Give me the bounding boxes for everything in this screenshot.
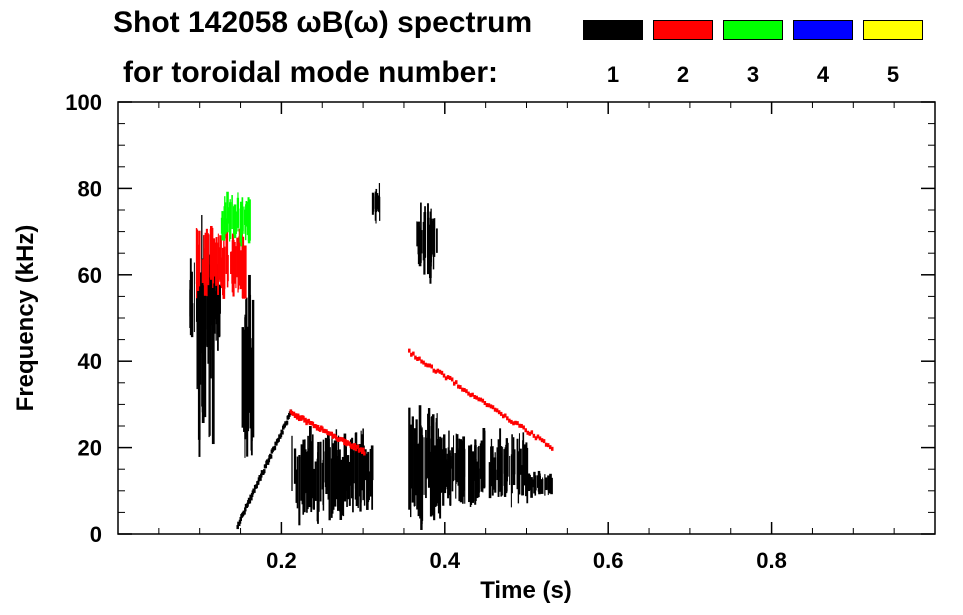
legend-label-4: 4 <box>816 62 830 87</box>
x-tick-label: 0.6 <box>593 548 624 573</box>
y-tick-label: 60 <box>78 263 102 288</box>
spectrum-region-mode-1 <box>436 427 529 508</box>
axes: 0.2 0.4 0.6 0.8 0 20 40 60 80 100 <box>65 90 935 573</box>
legend-label-3: 3 <box>746 62 760 87</box>
legend-swatch-4 <box>793 20 853 40</box>
x-tick-label: 0.4 <box>430 548 461 573</box>
legend-swatch-5 <box>863 20 923 40</box>
legend-label-2: 2 <box>676 62 690 87</box>
y-tick-label: 40 <box>78 349 102 374</box>
y-axis-label: Frequency (kHz) <box>12 225 39 412</box>
y-tick-label: 100 <box>65 90 102 115</box>
x-axis-label: Time (s) <box>480 577 572 604</box>
chart-title: Shot 142058 ωB(ω) spectrum <box>113 6 533 39</box>
spectrum-region-mode-1 <box>408 405 442 530</box>
legend-swatch-1 <box>583 20 643 40</box>
spectrum-trace-mode-1 <box>236 409 293 530</box>
spectrum-region-mode-1 <box>291 426 374 526</box>
spectrum-region-mode-1 <box>371 183 381 224</box>
spectrum-trace-mode-2 <box>289 409 366 456</box>
spectrum-region-mode-3 <box>220 191 251 247</box>
spectrum-region-mode-1 <box>416 202 438 284</box>
spectrum-region-mode-1 <box>241 274 255 458</box>
chart-subtitle: for toroidal mode number: <box>123 56 498 89</box>
spectrum-trace-mode-2 <box>408 348 554 451</box>
spectrum-region-mode-1 <box>196 215 215 457</box>
spectrum-region-mode-1 <box>527 470 553 498</box>
x-tick-label: 0.8 <box>756 548 787 573</box>
spectrum-region-mode-2 <box>195 225 247 299</box>
legend-swatch-3 <box>723 20 783 40</box>
spectrum-marks <box>189 183 554 530</box>
y-tick-label: 0 <box>90 522 102 547</box>
y-tick-label: 80 <box>78 176 102 201</box>
legend-swatch-2 <box>653 20 713 40</box>
x-tick-label: 0.2 <box>266 548 297 573</box>
y-tick-label: 20 <box>78 436 102 461</box>
legend-label-1: 1 <box>606 62 620 87</box>
legend-label-5: 5 <box>886 62 900 87</box>
